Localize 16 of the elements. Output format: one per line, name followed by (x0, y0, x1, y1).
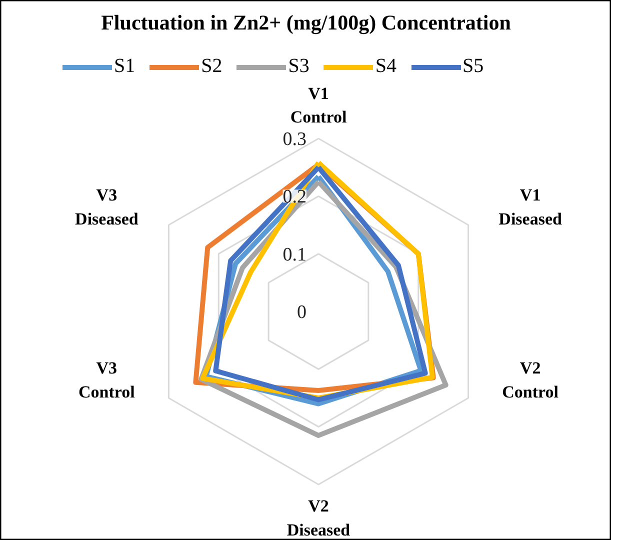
chart-title: Fluctuation in Zn2+ (mg/100g) Concentration (101, 10, 512, 34)
spoke-label: V1 Control (290, 84, 347, 126)
legend-label: S4 (375, 55, 396, 78)
y-tick-label: 0.1 (282, 244, 306, 266)
y-tick-label: 0.3 (282, 129, 306, 150)
y-tick-label: 0.2 (282, 186, 306, 208)
y-tick-label: 0 (297, 302, 306, 323)
legend-label: S3 (288, 55, 310, 78)
spoke-label: V3 Control (78, 358, 136, 402)
spoke-label: V2 Diseased (286, 496, 351, 540)
legend-label: S5 (462, 55, 484, 78)
spoke-label: V3 Diseased (75, 186, 139, 228)
legend-label: S2 (201, 55, 222, 78)
spoke-label: V1 Diseased (498, 186, 563, 228)
legend-label: S1 (114, 55, 136, 78)
spoke-label: V2 Control (502, 358, 559, 402)
